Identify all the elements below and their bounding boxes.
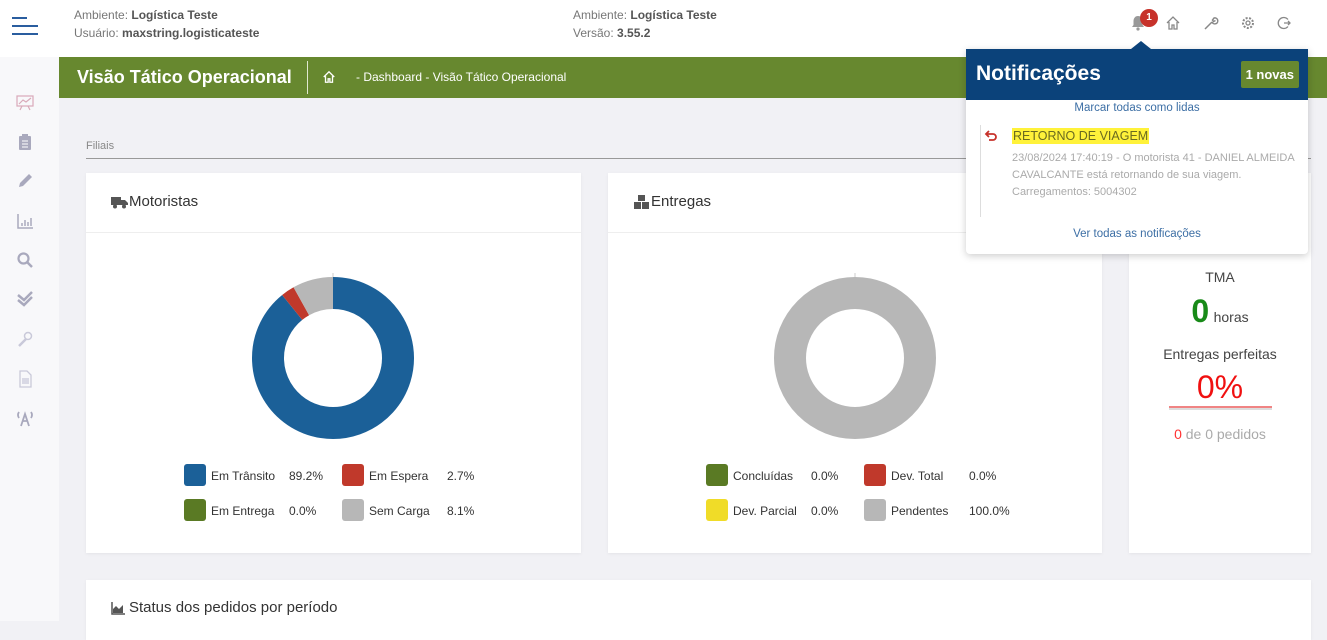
legend-label: Dev. Parcial bbox=[733, 504, 797, 518]
legend-label: Em Espera bbox=[369, 469, 429, 483]
wrench-icon[interactable] bbox=[1203, 15, 1219, 31]
legend-label: Dev. Total bbox=[891, 469, 944, 483]
legend-value: 0.0% bbox=[811, 469, 839, 483]
legend-swatch bbox=[342, 464, 364, 486]
environment-info: Ambiente: Logística Teste Usuário: maxst… bbox=[74, 6, 259, 42]
mark-all-read-link[interactable]: Marcar todas como lidas bbox=[1074, 102, 1200, 114]
donut-slice-pendentes[interactable] bbox=[774, 277, 936, 439]
env-value: Logística Teste bbox=[630, 8, 717, 22]
breadcrumb[interactable]: - Dashboard - Visão Tático Operacional bbox=[356, 70, 567, 84]
title-text: Status dos pedidos por período bbox=[129, 599, 338, 616]
perfect-count: 0 de 0 pedidos bbox=[1174, 426, 1266, 442]
version-info: Ambiente: Logística Teste Versão: 3.55.2 bbox=[573, 6, 717, 42]
legend-value: 100.0% bbox=[969, 504, 1010, 518]
double-check-icon[interactable] bbox=[16, 290, 34, 308]
donut-slice-sem-carga[interactable] bbox=[293, 277, 334, 316]
motoristas-donut-chart bbox=[252, 273, 414, 439]
legend-swatch bbox=[342, 499, 364, 521]
top-bar: Ambiente: Logística Teste Usuário: maxst… bbox=[0, 0, 1327, 57]
perfect-label: Entregas perfeitas bbox=[1163, 346, 1277, 362]
legend-swatch bbox=[706, 464, 728, 486]
pencil-icon[interactable] bbox=[16, 172, 34, 190]
wrench-tool-icon[interactable] bbox=[16, 330, 34, 348]
logout-icon[interactable] bbox=[1276, 15, 1292, 31]
filiais-filter-label: Filiais bbox=[86, 140, 115, 152]
divider bbox=[307, 61, 308, 94]
home-icon[interactable] bbox=[1165, 15, 1181, 31]
title-text: Entregas bbox=[651, 193, 712, 210]
legend-swatch bbox=[864, 499, 886, 521]
legend-swatch bbox=[184, 464, 206, 486]
legend-label: Concluídas bbox=[733, 469, 794, 483]
return-arrow-icon bbox=[984, 129, 998, 143]
hamburger-menu-icon[interactable] bbox=[12, 17, 38, 41]
legend-label: Pendentes bbox=[891, 504, 949, 518]
page-title: Visão Tático Operacional bbox=[77, 67, 292, 87]
donut-slice-em-espera[interactable] bbox=[282, 287, 310, 321]
legend-value: 8.1% bbox=[447, 504, 475, 518]
env-label: Ambiente: bbox=[74, 8, 129, 22]
notifications-title: Notificações bbox=[976, 62, 1101, 85]
donut-slice-em-transito[interactable] bbox=[252, 277, 414, 439]
truck-icon bbox=[111, 195, 128, 209]
entregas-card: Entregas Concluídas 0.0% Dev. Total 0.0%… bbox=[608, 173, 1102, 553]
gear-icon[interactable] bbox=[1240, 15, 1256, 31]
legend-value: 0.0% bbox=[811, 504, 839, 518]
notification-item[interactable]: RETORNO DE VIAGEM 23/08/2024 17:40:19 - … bbox=[1012, 127, 1297, 201]
view-all-notifications-link[interactable]: Ver todas as notificações bbox=[1073, 228, 1201, 240]
card-title: Entregas bbox=[633, 193, 711, 210]
title-text: Motoristas bbox=[129, 193, 199, 210]
legend-label: Sem Carga bbox=[369, 504, 430, 518]
user-value: maxstring.logisticateste bbox=[122, 26, 260, 40]
legend-value: 2.7% bbox=[447, 469, 475, 483]
motoristas-card: Motoristas Em Trânsito 89.2% Em Espera 2… bbox=[86, 173, 581, 553]
legend-value: 0.0% bbox=[969, 469, 997, 483]
notification-text: 23/08/2024 17:40:19 - O motorista 41 - D… bbox=[1012, 152, 1295, 198]
legend-value: 89.2% bbox=[289, 469, 324, 483]
notification-title: RETORNO DE VIAGEM bbox=[1012, 128, 1150, 144]
notifications-dropdown: Notificações 1 novas Marcar todas como l… bbox=[966, 41, 1308, 254]
tma-unit: horas bbox=[1213, 309, 1249, 325]
sidebar bbox=[0, 57, 59, 621]
presentation-chart-icon[interactable] bbox=[16, 94, 34, 112]
document-icon[interactable] bbox=[16, 370, 34, 388]
perfect-value: 0% bbox=[1196, 369, 1244, 405]
home-icon[interactable] bbox=[322, 70, 336, 84]
clipboard-icon[interactable] bbox=[16, 133, 34, 151]
boxes-icon bbox=[633, 194, 650, 209]
card-title: Motoristas bbox=[111, 193, 198, 210]
area-chart-icon bbox=[111, 601, 128, 615]
tma-label: TMA bbox=[1205, 269, 1235, 285]
user-label: Usuário: bbox=[74, 26, 119, 40]
card-title: Status dos pedidos por período bbox=[111, 599, 337, 616]
legend-label: Em Entrega bbox=[211, 504, 275, 518]
legend-swatch bbox=[184, 499, 206, 521]
new-badge: 1 novas bbox=[1240, 61, 1299, 88]
legend-label: Em Trânsito bbox=[211, 469, 276, 483]
notification-badge: 1 bbox=[1140, 9, 1158, 27]
version-value: 3.55.2 bbox=[617, 26, 651, 40]
search-icon[interactable] bbox=[16, 251, 34, 269]
legend-value: 0.0% bbox=[289, 504, 317, 518]
status-card: Status dos pedidos por período bbox=[86, 580, 1311, 640]
bar-chart-icon[interactable] bbox=[16, 212, 34, 230]
entregas-donut-chart bbox=[774, 273, 936, 439]
antenna-icon[interactable] bbox=[16, 409, 34, 427]
tma-value: 0 bbox=[1191, 293, 1210, 329]
env-value: Logística Teste bbox=[131, 8, 218, 22]
env-label: Ambiente: bbox=[573, 8, 628, 22]
legend-swatch bbox=[864, 464, 886, 486]
legend-swatch bbox=[706, 499, 728, 521]
version-label: Versão: bbox=[573, 26, 614, 40]
perfect-progress-bar bbox=[1169, 406, 1272, 410]
filiais-filter-input[interactable] bbox=[86, 158, 1311, 159]
